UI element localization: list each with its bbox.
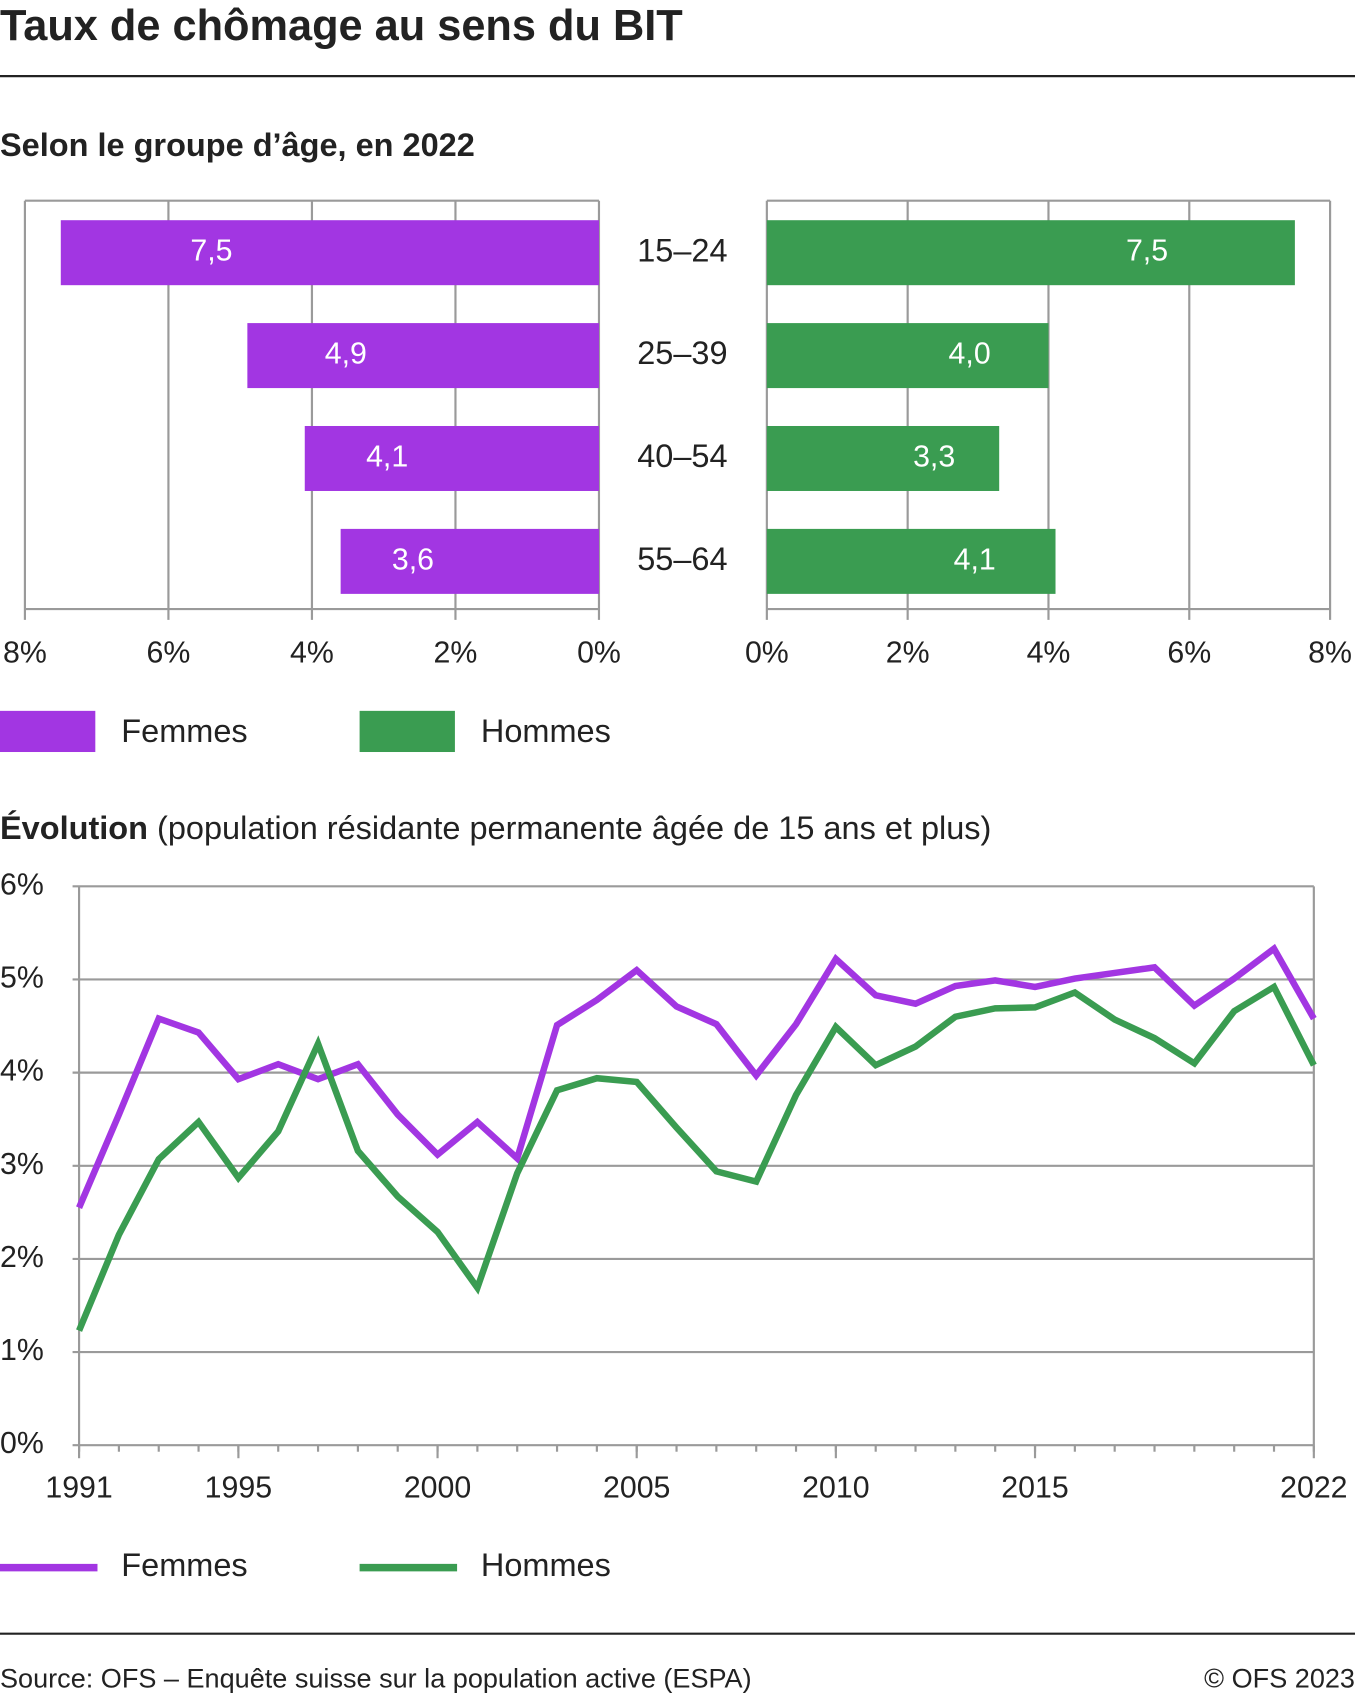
y-tick-label: 2% bbox=[0, 1241, 44, 1274]
value-label: 7,5 bbox=[190, 235, 232, 268]
value-label: 4,9 bbox=[325, 338, 367, 371]
bar bbox=[340, 528, 599, 594]
bar bbox=[766, 220, 1295, 286]
bar bbox=[60, 220, 599, 286]
x-tick-label: 2005 bbox=[603, 1472, 670, 1505]
subtitle: Évolution (population résidante permanen… bbox=[0, 809, 991, 846]
source: Source: OFS – Enquête suisse sur la popu… bbox=[0, 1662, 752, 1693]
page-title: Taux de chômage au sens du BIT bbox=[0, 2, 683, 50]
legend-label: Hommes bbox=[481, 1547, 611, 1583]
category-label: 15–24 bbox=[637, 232, 727, 268]
x-tick-label: 2022 bbox=[1280, 1472, 1347, 1505]
x-tick-label: 2010 bbox=[802, 1472, 869, 1505]
x-tick-label: 1995 bbox=[205, 1472, 272, 1505]
y-tick-label: 4% bbox=[0, 1055, 44, 1088]
legend-swatch bbox=[359, 710, 455, 753]
x-tick-label: 1991 bbox=[45, 1472, 112, 1505]
subtitle: Selon le groupe d’âge, en 2022 bbox=[0, 127, 475, 163]
y-tick-label: 3% bbox=[0, 1148, 44, 1181]
bar bbox=[304, 425, 599, 491]
legend-label: Hommes bbox=[481, 713, 611, 749]
x-tick-label: 8% bbox=[1308, 637, 1352, 670]
value-label: 7,5 bbox=[1126, 235, 1168, 268]
bar bbox=[766, 425, 1000, 491]
y-tick-label: 6% bbox=[0, 868, 44, 901]
value-label: 3,6 bbox=[392, 543, 434, 576]
x-tick-label: 0% bbox=[577, 637, 621, 670]
x-tick-label: 8% bbox=[3, 637, 47, 670]
value-label: 4,1 bbox=[954, 543, 996, 576]
legend-label: Femmes bbox=[121, 1547, 247, 1583]
line-series bbox=[76, 943, 1317, 1209]
category-label: 55–64 bbox=[637, 541, 727, 577]
line-chart-title: Évolution bbox=[0, 809, 148, 846]
x-tick-label: 2% bbox=[886, 637, 930, 670]
category-label: 40–54 bbox=[637, 438, 727, 474]
x-tick-label: 4% bbox=[290, 637, 334, 670]
x-tick-label: 2% bbox=[434, 637, 478, 670]
bar bbox=[766, 323, 1049, 389]
value-label: 4,1 bbox=[366, 441, 408, 474]
copyright: © OFS 2023 bbox=[1204, 1662, 1355, 1693]
category-label: 25–39 bbox=[637, 335, 727, 371]
value-label: 3,3 bbox=[913, 441, 955, 474]
x-tick-label: 4% bbox=[1027, 637, 1071, 670]
bar bbox=[247, 323, 599, 389]
x-tick-label: 6% bbox=[1167, 637, 1211, 670]
line-chart-subtitle: (population résidante permanente âgée de… bbox=[157, 810, 991, 846]
x-tick-label: 6% bbox=[147, 637, 191, 670]
legend-label: Femmes bbox=[121, 713, 247, 749]
x-tick-label: 2000 bbox=[404, 1472, 471, 1505]
y-tick-label: 1% bbox=[0, 1334, 44, 1367]
y-tick-label: 5% bbox=[0, 961, 44, 994]
y-tick-label: 0% bbox=[0, 1427, 44, 1460]
line-series bbox=[76, 982, 1317, 1332]
legend-swatch bbox=[0, 710, 96, 753]
value-label: 4,0 bbox=[949, 338, 991, 371]
bar bbox=[766, 528, 1056, 594]
x-tick-label: 2015 bbox=[1001, 1472, 1068, 1505]
x-tick-label: 0% bbox=[745, 637, 789, 670]
